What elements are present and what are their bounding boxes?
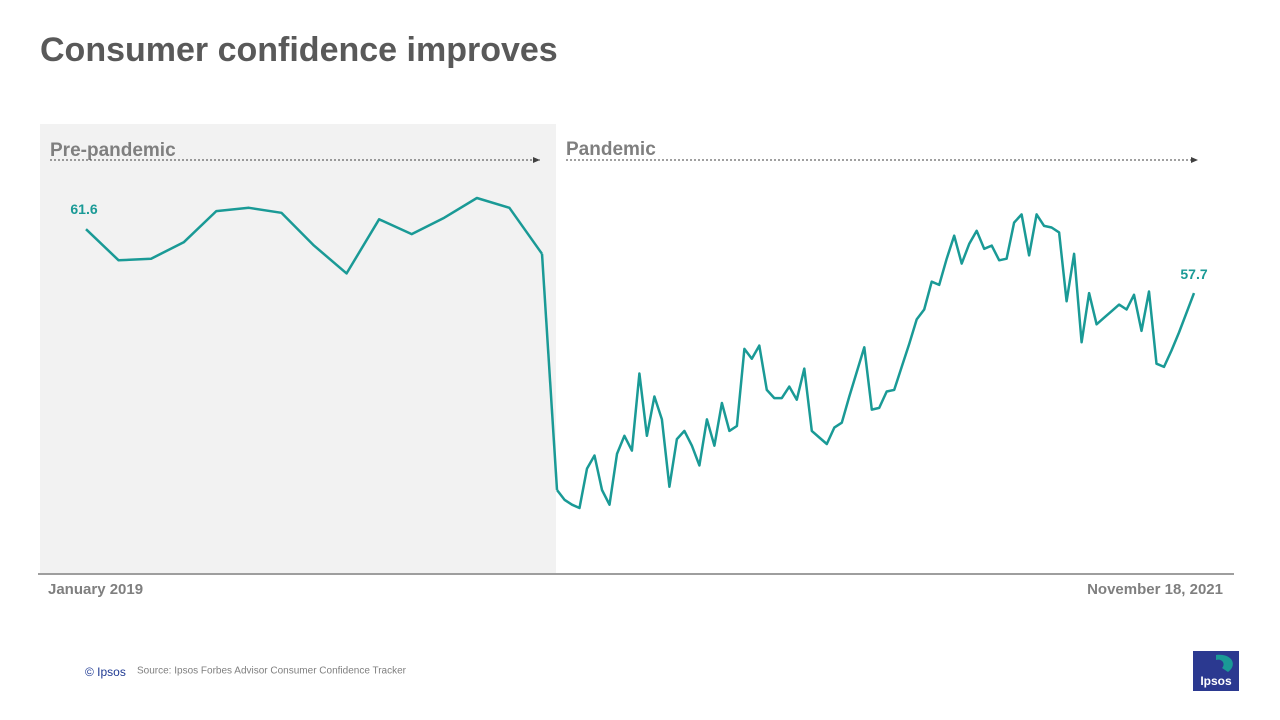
line — [85, 196, 544, 275]
pre-pandemic-region — [40, 124, 556, 573]
line-connector — [540, 253, 559, 491]
x-label: January 2019 — [48, 581, 143, 598]
logo-text: Ipsos — [1200, 674, 1232, 688]
chart-title: Consumer confidence improves — [40, 31, 558, 69]
data-label: 61.6 — [70, 201, 97, 217]
region-label: Pandemic — [566, 139, 656, 160]
logo-shape — [1216, 654, 1233, 672]
line — [556, 213, 1196, 510]
source: Source: Ipsos Forbes Advisor Consumer Co… — [137, 666, 407, 677]
data-label: 57.7 — [1180, 266, 1207, 282]
region-label: Pre-pandemic — [50, 140, 176, 161]
logo: Ipsos — [1193, 651, 1239, 691]
x-label: November 18, 2021 — [1087, 581, 1223, 598]
copyright: © Ipsos — [85, 665, 126, 679]
